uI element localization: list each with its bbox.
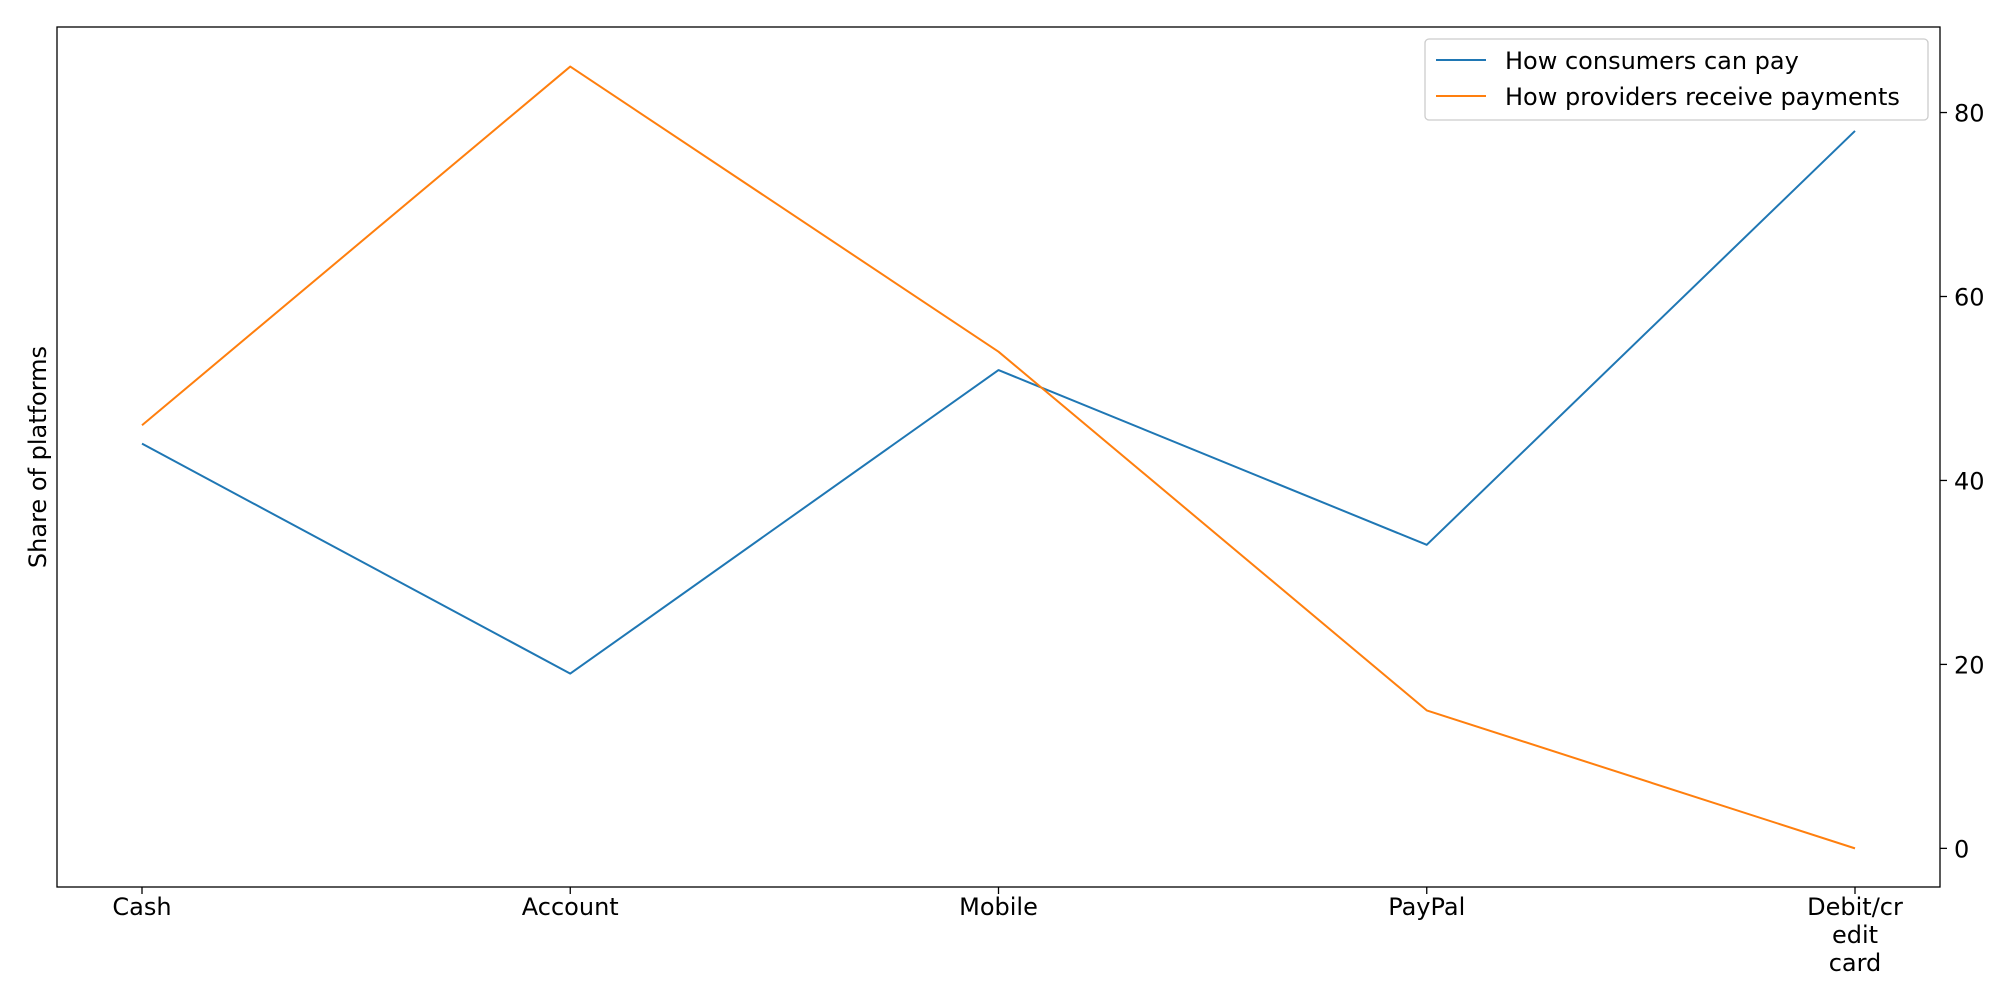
y-tick-label: 20 (1954, 651, 1985, 679)
y-axis-label: Share of platforms (24, 346, 52, 568)
series-layer (141, 65, 1856, 850)
series-line-providers (141, 65, 1856, 850)
x-tick-label: Debit/cr edit card (1807, 893, 1903, 977)
legend-frame (1424, 38, 1929, 121)
y-tick-label: 60 (1954, 283, 1985, 311)
y-tick-label: 0 (1954, 835, 1969, 863)
legend-label-consumers: How consumers can pay (1505, 47, 1799, 75)
x-tick-label: PayPal (1388, 893, 1465, 921)
y-axis-ticks: 0 20 40 60 80 (1940, 100, 1985, 863)
x-tick-label: Mobile (959, 893, 1038, 921)
legend: How consumers can pay How providers rece… (1424, 38, 1929, 121)
x-tick-label: Cash (112, 893, 171, 921)
legend-label-providers: How providers receive payments (1505, 83, 1900, 111)
y-tick-label: 80 (1954, 100, 1985, 128)
series-line-consumers (141, 130, 1856, 675)
x-tick-label: Account (522, 893, 619, 921)
x-axis-ticks: Cash Account Mobile PayPal Debit/cr edit card (112, 887, 1903, 977)
plot-area (56, 26, 1941, 888)
y-tick-label: 40 (1954, 467, 1985, 495)
